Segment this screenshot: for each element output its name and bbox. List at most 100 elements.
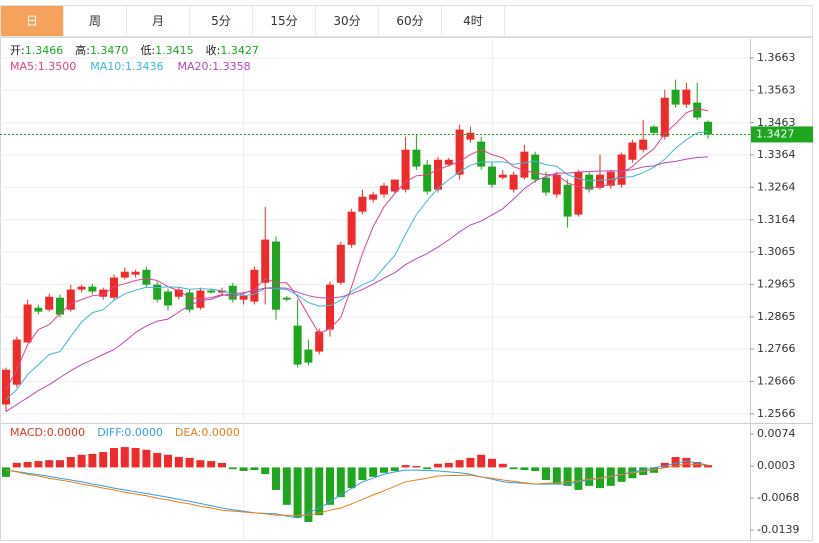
line xyxy=(5,108,709,390)
macd-bar xyxy=(293,467,302,518)
macd-bar xyxy=(574,467,583,490)
candle-body xyxy=(45,296,54,310)
macd-bar xyxy=(66,457,75,468)
legend-entry: 高:1.3470 xyxy=(75,43,128,57)
legend-entry: MA10:1.3436 xyxy=(90,60,163,73)
candle-body xyxy=(304,349,313,363)
macd-bar xyxy=(250,467,259,471)
macd-bar xyxy=(704,465,712,468)
macd-bar xyxy=(120,447,129,468)
period-tab[interactable]: 周 xyxy=(64,6,127,36)
period-tab[interactable]: 日 xyxy=(1,6,64,36)
line xyxy=(5,460,709,519)
line xyxy=(5,156,709,413)
macd-bar xyxy=(347,467,356,489)
macd-bar xyxy=(326,467,334,505)
legend-entry: 收:1.3427 xyxy=(206,43,259,57)
candle-body xyxy=(455,129,464,175)
legend-value: 0.0000 xyxy=(201,426,240,439)
macd-bar xyxy=(477,454,486,468)
line xyxy=(5,131,709,400)
legend-value: 1.3470 xyxy=(90,44,129,57)
macd-bar xyxy=(390,467,399,471)
candle-body xyxy=(88,286,97,292)
candle-body xyxy=(228,285,237,300)
candle-body xyxy=(142,269,151,285)
macd-bar xyxy=(358,467,367,481)
candle-body xyxy=(466,132,475,140)
candle-body xyxy=(261,239,270,283)
candle-body xyxy=(671,89,680,105)
candle-body xyxy=(531,154,540,180)
macd-bar xyxy=(434,463,442,468)
candle-body xyxy=(315,331,324,352)
y-tick-label: 1.3463 xyxy=(757,116,796,129)
macd-bar xyxy=(272,467,280,490)
legend-entry: DIFF:0.0000 xyxy=(97,426,163,439)
macd-bar xyxy=(207,461,216,468)
candle-body xyxy=(585,174,594,190)
candle-body xyxy=(336,244,345,283)
legend-value: 1.3500 xyxy=(38,60,77,73)
macd-bar xyxy=(671,457,680,468)
macd-bar xyxy=(164,454,172,468)
macd-bar xyxy=(444,462,453,468)
candle-body xyxy=(293,325,302,365)
macd-bar xyxy=(261,467,270,475)
legend-value: 1.3415 xyxy=(155,44,194,57)
macd-bar xyxy=(131,448,140,468)
legend-entry: MACD:0.0000 xyxy=(10,426,85,439)
candle-body xyxy=(552,174,561,195)
candle-body xyxy=(563,184,572,217)
y-tick-label: 1.3563 xyxy=(757,83,796,96)
candle-body xyxy=(218,290,226,293)
candle-body xyxy=(660,97,669,137)
frame xyxy=(0,37,813,541)
candle-body xyxy=(617,154,626,185)
candle-body xyxy=(56,297,64,315)
candle-body xyxy=(12,339,21,385)
macd-bar xyxy=(304,467,313,522)
candle-body xyxy=(444,159,453,165)
macd-bar xyxy=(110,448,118,468)
legend-entry: MA20:1.3358 xyxy=(177,60,250,73)
candle-body xyxy=(207,290,216,293)
macd-bar xyxy=(228,467,237,470)
candle-body xyxy=(380,185,388,195)
candle-body xyxy=(488,166,496,185)
candle-body xyxy=(423,164,432,192)
legend-value: 1.3427 xyxy=(220,44,259,57)
candle-body xyxy=(509,174,518,190)
period-tab[interactable]: 30分 xyxy=(316,6,379,36)
y-tick-label: 0.0003 xyxy=(757,459,796,472)
macd-bar xyxy=(34,461,43,468)
y-tick-label: 1.3663 xyxy=(757,51,796,64)
y-tick-label: 1.2766 xyxy=(757,342,796,355)
period-tab[interactable]: 60分 xyxy=(379,6,442,36)
candle-body xyxy=(2,369,10,405)
candle-body xyxy=(639,139,648,150)
candle-body xyxy=(390,179,399,192)
macd-bar xyxy=(531,467,540,471)
y-tick-label: 1.2666 xyxy=(757,374,796,387)
legend-value: 1.3358 xyxy=(212,60,251,73)
candle-body xyxy=(272,241,280,310)
period-tab[interactable]: 月 xyxy=(127,6,190,36)
macd-bar xyxy=(488,458,496,468)
legend-label: 收: xyxy=(206,43,221,57)
candle-body xyxy=(185,292,194,310)
candle-body xyxy=(131,271,140,275)
y-tick-label: 1.2965 xyxy=(757,277,796,290)
legend-label: MA20: xyxy=(177,60,212,73)
y-tick-label: 1.2865 xyxy=(757,310,796,323)
period-tab[interactable]: 15分 xyxy=(253,6,316,36)
period-tab[interactable]: 5分 xyxy=(190,6,253,36)
y-tick-label: 1.3364 xyxy=(757,148,796,161)
legend-value: 0.0000 xyxy=(47,426,86,439)
legend-label: 低: xyxy=(140,44,155,57)
period-tab[interactable]: 4时 xyxy=(442,6,505,36)
last-price-box xyxy=(751,126,813,143)
macd-bar xyxy=(412,466,421,468)
